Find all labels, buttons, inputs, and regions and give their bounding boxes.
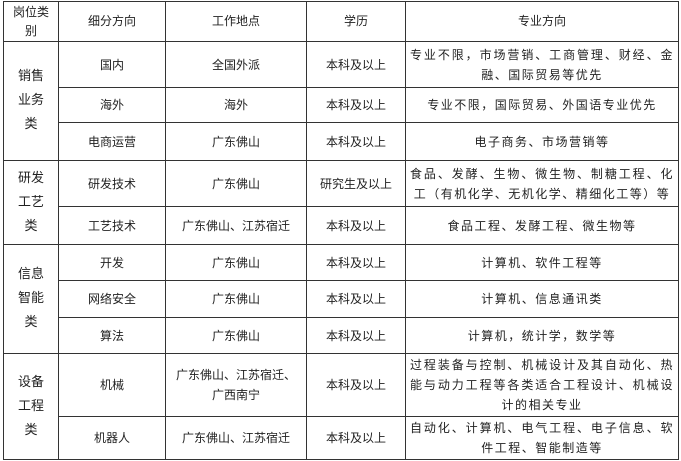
direction-cell: 国内	[58, 41, 166, 88]
table-row: 网络安全 广东佛山 本科及以上 计算机、信息通讯类	[4, 280, 679, 318]
education-cell: 研究生及以上	[306, 160, 406, 207]
location-cell: 广东佛山	[165, 160, 307, 207]
location-cell: 广东佛山、江苏宿迁、广西南宁	[165, 353, 307, 417]
direction-cell: 研发技术	[58, 160, 166, 207]
major-cell: 食品、发酵、生物、微生物、制糖工程、化工（有机化学、无机化学、精细化工等）等	[405, 160, 679, 207]
major-cell: 计算机、软件工程等	[405, 244, 679, 281]
location-cell: 广东佛山、江苏宿迁	[165, 206, 307, 245]
major-cell: 食品工程、发酵工程、微生物等	[405, 206, 679, 245]
table-row: 海外 海外 本科及以上 专业不限，国际贸易、外国语专业优先	[4, 87, 679, 123]
direction-cell: 电商运营	[58, 122, 166, 161]
major-cell: 专业不限，市场营销、工商管理、财经、金融、国际贸易等优先	[405, 41, 679, 88]
direction-cell: 机械	[58, 353, 166, 417]
education-cell: 本科及以上	[306, 244, 406, 281]
major-cell: 自动化、计算机、电气工程、电子信息、软件工程、智能制造等	[405, 416, 679, 460]
direction-cell: 海外	[58, 87, 166, 123]
major-cell: 过程装备与控制、机械设计及其自动化、热能与动力工程等各类适合工程设计、机械设计的…	[405, 353, 679, 417]
location-cell: 广东佛山、江苏宿迁	[165, 416, 307, 460]
table-row: 算法 广东佛山 本科及以上 计算机，统计学，数学等	[4, 317, 679, 354]
education-cell: 本科及以上	[306, 122, 406, 161]
header-category: 岗位类别	[3, 1, 59, 42]
category-cell: 设备工程类	[3, 353, 59, 460]
direction-cell: 网络安全	[58, 280, 166, 318]
direction-cell: 工艺技术	[58, 206, 166, 245]
location-cell: 广东佛山	[165, 122, 307, 161]
education-cell: 本科及以上	[306, 206, 406, 245]
table-row: 信息智能类 开发 广东佛山 本科及以上 计算机、软件工程等	[3, 244, 679, 354]
table-row: 机器人 广东佛山、江苏宿迁 本科及以上 自动化、计算机、电气工程、电子信息、软件工程、…	[4, 416, 679, 460]
location-cell: 广东佛山	[165, 244, 307, 281]
location-cell: 广东佛山	[165, 317, 307, 354]
location-cell: 海外	[165, 87, 307, 123]
education-cell: 本科及以上	[306, 87, 406, 123]
direction-cell: 算法	[58, 317, 166, 354]
header-education: 学历	[306, 1, 406, 42]
job-table: 岗位类别 细分方向 工作地点 学历 专业方向 销售业务类 国内 全国外派 本科及以上专…	[3, 1, 679, 460]
table-row: 工艺技术 广东佛山、江苏宿迁 本科及以上 食品工程、发酵工程、微生物等	[4, 206, 679, 245]
direction-cell: 机器人	[58, 416, 166, 460]
header-major: 专业方向	[405, 1, 679, 42]
category-cell: 研发工艺类	[3, 160, 59, 245]
category-cell: 信息智能类	[3, 244, 59, 354]
education-cell: 本科及以上	[306, 41, 406, 88]
header-direction: 细分方向	[58, 1, 166, 42]
table-row: 电商运营 广东佛山 本科及以上 电子商务、市场营销等	[4, 122, 679, 161]
education-cell: 本科及以上	[306, 416, 406, 460]
education-cell: 本科及以上	[306, 353, 406, 417]
education-cell: 本科及以上	[306, 317, 406, 354]
major-cell: 计算机，统计学，数学等	[405, 317, 679, 354]
major-cell: 电子商务、市场营销等	[405, 122, 679, 161]
major-cell: 计算机、信息通讯类	[405, 280, 679, 318]
table-row: 销售业务类 国内 全国外派 本科及以上 专业不限，市场营销、工商管理、财经、金融、国际贸…	[3, 41, 679, 161]
location-cell: 全国外派	[165, 41, 307, 88]
category-cell: 销售业务类	[3, 41, 59, 161]
table-row: 研发工艺类 研发技术 广东佛山 研究生及以上 食品、发酵、生物、微生物、制糖工程、化工（…	[3, 160, 679, 245]
education-cell: 本科及以上	[306, 280, 406, 318]
header-row: 岗位类别 细分方向 工作地点 学历 专业方向	[3, 1, 679, 42]
table-row: 设备工程类 机械 广东佛山、江苏宿迁、广西南宁 本科及以上 过程装备与控制、机械设计及其…	[3, 353, 679, 460]
location-cell: 广东佛山	[165, 280, 307, 318]
header-location: 工作地点	[165, 1, 307, 42]
major-cell: 专业不限，国际贸易、外国语专业优先	[405, 87, 679, 123]
direction-cell: 开发	[58, 244, 166, 281]
